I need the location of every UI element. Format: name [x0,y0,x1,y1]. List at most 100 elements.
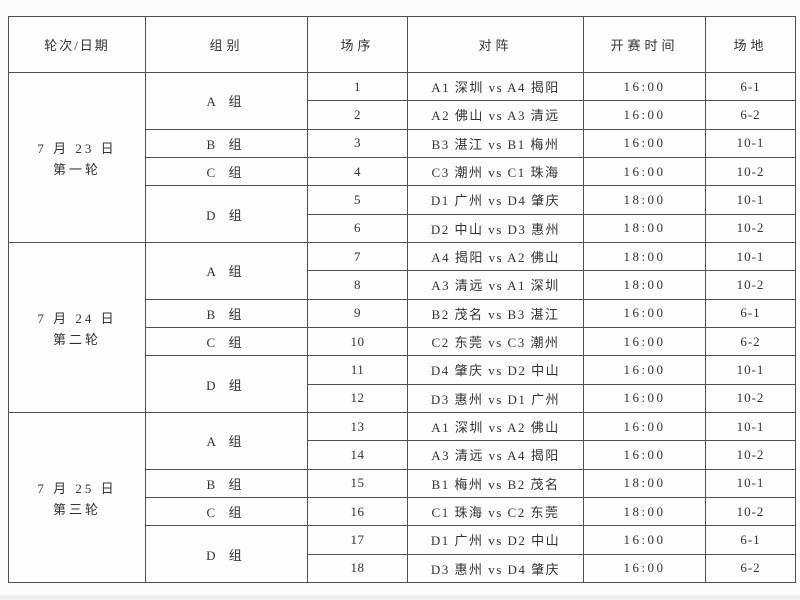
table-row: 7 月 23 日 第一轮 A 组 1 A1 深圳 vs A4 揭阳 16:00 … [8,71,796,243]
round-cell: 7 月 23 日 第一轮 [8,72,146,243]
start-time: 16:00 [583,383,706,413]
table-row: C 组 4 C3 潮州 vs C1 珠海 16:00 10-2 [9,156,796,187]
start-time: 16:00 [583,440,706,470]
match-no: 10 [307,326,408,357]
header-row: 轮次/日期 组别 场序 对阵 开赛时间 场地 [8,16,796,73]
table-row: 7 月 24 日 第二轮 A 组 7 A4 揭阳 vs A2 佛山 18:00 … [8,241,796,413]
match-no: 6 [307,213,408,243]
matchup: D2 中山 vs D3 惠州 [407,213,584,243]
matchup: D3 惠州 vs D4 肇庆 [407,553,584,584]
start-time: 16:00 [583,553,706,584]
matchup: B1 梅州 vs B2 茂名 [407,468,584,498]
venue: 6-2 [705,326,796,357]
round-name: 第一轮 [52,162,101,178]
venue: 10-1 [705,241,796,272]
start-time: 18:00 [583,468,706,498]
round-date: 7 月 23 日 [37,141,117,157]
group-cell: C 组 [145,326,308,357]
match-no: 16 [307,496,408,527]
match-schedule-table: 轮次/日期 组别 场序 对阵 开赛时间 场地 7 月 23 日 第一轮 A 组 … [8,16,796,584]
matchup: A1 深圳 vs A4 揭阳 [407,71,584,102]
group-cell: C 组 [145,156,308,187]
venue: 10-1 [705,185,796,215]
venue: 10-1 [705,355,796,385]
start-time: 16:00 [583,128,706,158]
table-row: 7 月 25 日 第三轮 A 组 13 A1 深圳 vs A2 佛山 16:00… [8,411,796,584]
round-name: 第三轮 [52,502,101,518]
round-date: 7 月 24 日 [37,311,117,327]
group-cell: B 组 [145,298,308,328]
start-time: 18:00 [583,270,706,300]
start-time: 16:00 [583,411,706,442]
start-time: 16:00 [583,326,706,357]
header-start-time: 开赛时间 [583,16,706,73]
venue: 10-1 [705,411,796,442]
venue: 6-2 [705,553,796,584]
matchup: B2 茂名 vs B3 湛江 [407,298,584,328]
matchup: C1 珠海 vs C2 东莞 [407,496,584,527]
start-time: 16:00 [583,100,706,130]
matchup: C3 潮州 vs C1 珠海 [407,156,584,187]
matchup: A1 深圳 vs A2 佛山 [407,411,584,442]
matchup: A3 清远 vs A4 揭阳 [407,440,584,470]
table-row: C 组 16 C1 珠海 vs C2 东莞 18:00 10-2 [9,496,796,527]
header-matchup: 对阵 [407,16,584,73]
matchup: A2 佛山 vs A3 清远 [407,100,584,130]
matchup: D3 惠州 vs D1 广州 [407,383,584,413]
round-cell: 7 月 24 日 第二轮 [8,241,146,413]
matchup: A4 揭阳 vs A2 佛山 [407,241,584,272]
table-row: B 组 15 B1 梅州 vs B2 茂名 18:00 10-1 [9,468,796,498]
venue: 10-2 [705,270,796,300]
venue: 10-2 [705,496,796,527]
venue: 6-2 [705,100,796,130]
matchup: D1 广州 vs D2 中山 [407,525,584,555]
start-time: 18:00 [583,496,706,527]
match-no: 3 [307,128,408,158]
match-no: 17 [307,525,408,555]
table-row: D 组 5 D1 广州 vs D4 肇庆 18:00 10-1 [9,185,796,243]
group-cell: C 组 [145,496,308,527]
match-no: 18 [307,553,408,584]
venue: 10-2 [705,440,796,470]
match-no: 2 [307,100,408,130]
table-row: C 组 10 C2 东莞 vs C3 潮州 16:00 6-2 [9,326,796,357]
start-time: 16:00 [583,71,706,102]
start-time: 16:00 [583,298,706,328]
start-time: 16:00 [583,525,706,555]
venue: 6-1 [705,298,796,328]
start-time: 16:00 [583,355,706,385]
group-cell: A 组 [145,241,308,300]
group-cell: B 组 [145,468,308,498]
venue: 6-1 [705,525,796,555]
match-no: 9 [307,298,408,328]
venue: 10-1 [705,128,796,158]
header-match-no: 场序 [307,16,408,73]
round-name: 第二轮 [52,332,101,347]
match-no: 12 [307,383,408,413]
table-row: B 组 3 B3 湛江 vs B1 梅州 16:00 10-1 [9,128,796,158]
group-cell: D 组 [145,355,308,413]
venue: 10-1 [705,468,796,498]
start-time: 16:00 [583,156,706,187]
header-round-date: 轮次/日期 [8,16,146,73]
header-group: 组别 [145,16,308,73]
start-time: 18:00 [583,213,706,243]
match-no: 14 [307,440,408,470]
match-no: 11 [307,355,408,385]
match-no: 15 [307,468,408,498]
venue: 6-1 [705,71,796,102]
group-cell: D 组 [145,185,308,243]
group-cell: B 组 [145,128,308,158]
match-no: 13 [307,411,408,442]
table-row: 18 D3 惠州 vs D4 肇庆 16:00 6-2 [9,553,796,584]
venue: 10-2 [705,213,796,243]
matchup: A3 清远 vs A1 深圳 [407,270,584,300]
start-time: 18:00 [583,241,706,272]
table-row: 14 A3 清远 vs A4 揭阳 16:00 10-2 [9,440,796,470]
venue: 10-2 [705,383,796,413]
table-row: 12 D3 惠州 vs D1 广州 16:00 10-2 [9,383,796,413]
table-row: 6 D2 中山 vs D3 惠州 18:00 10-2 [9,213,796,243]
matchup: D1 广州 vs D4 肇庆 [407,185,584,215]
venue: 10-2 [705,156,796,187]
table-row: 8 A3 清远 vs A1 深圳 18:00 10-2 [9,270,796,300]
